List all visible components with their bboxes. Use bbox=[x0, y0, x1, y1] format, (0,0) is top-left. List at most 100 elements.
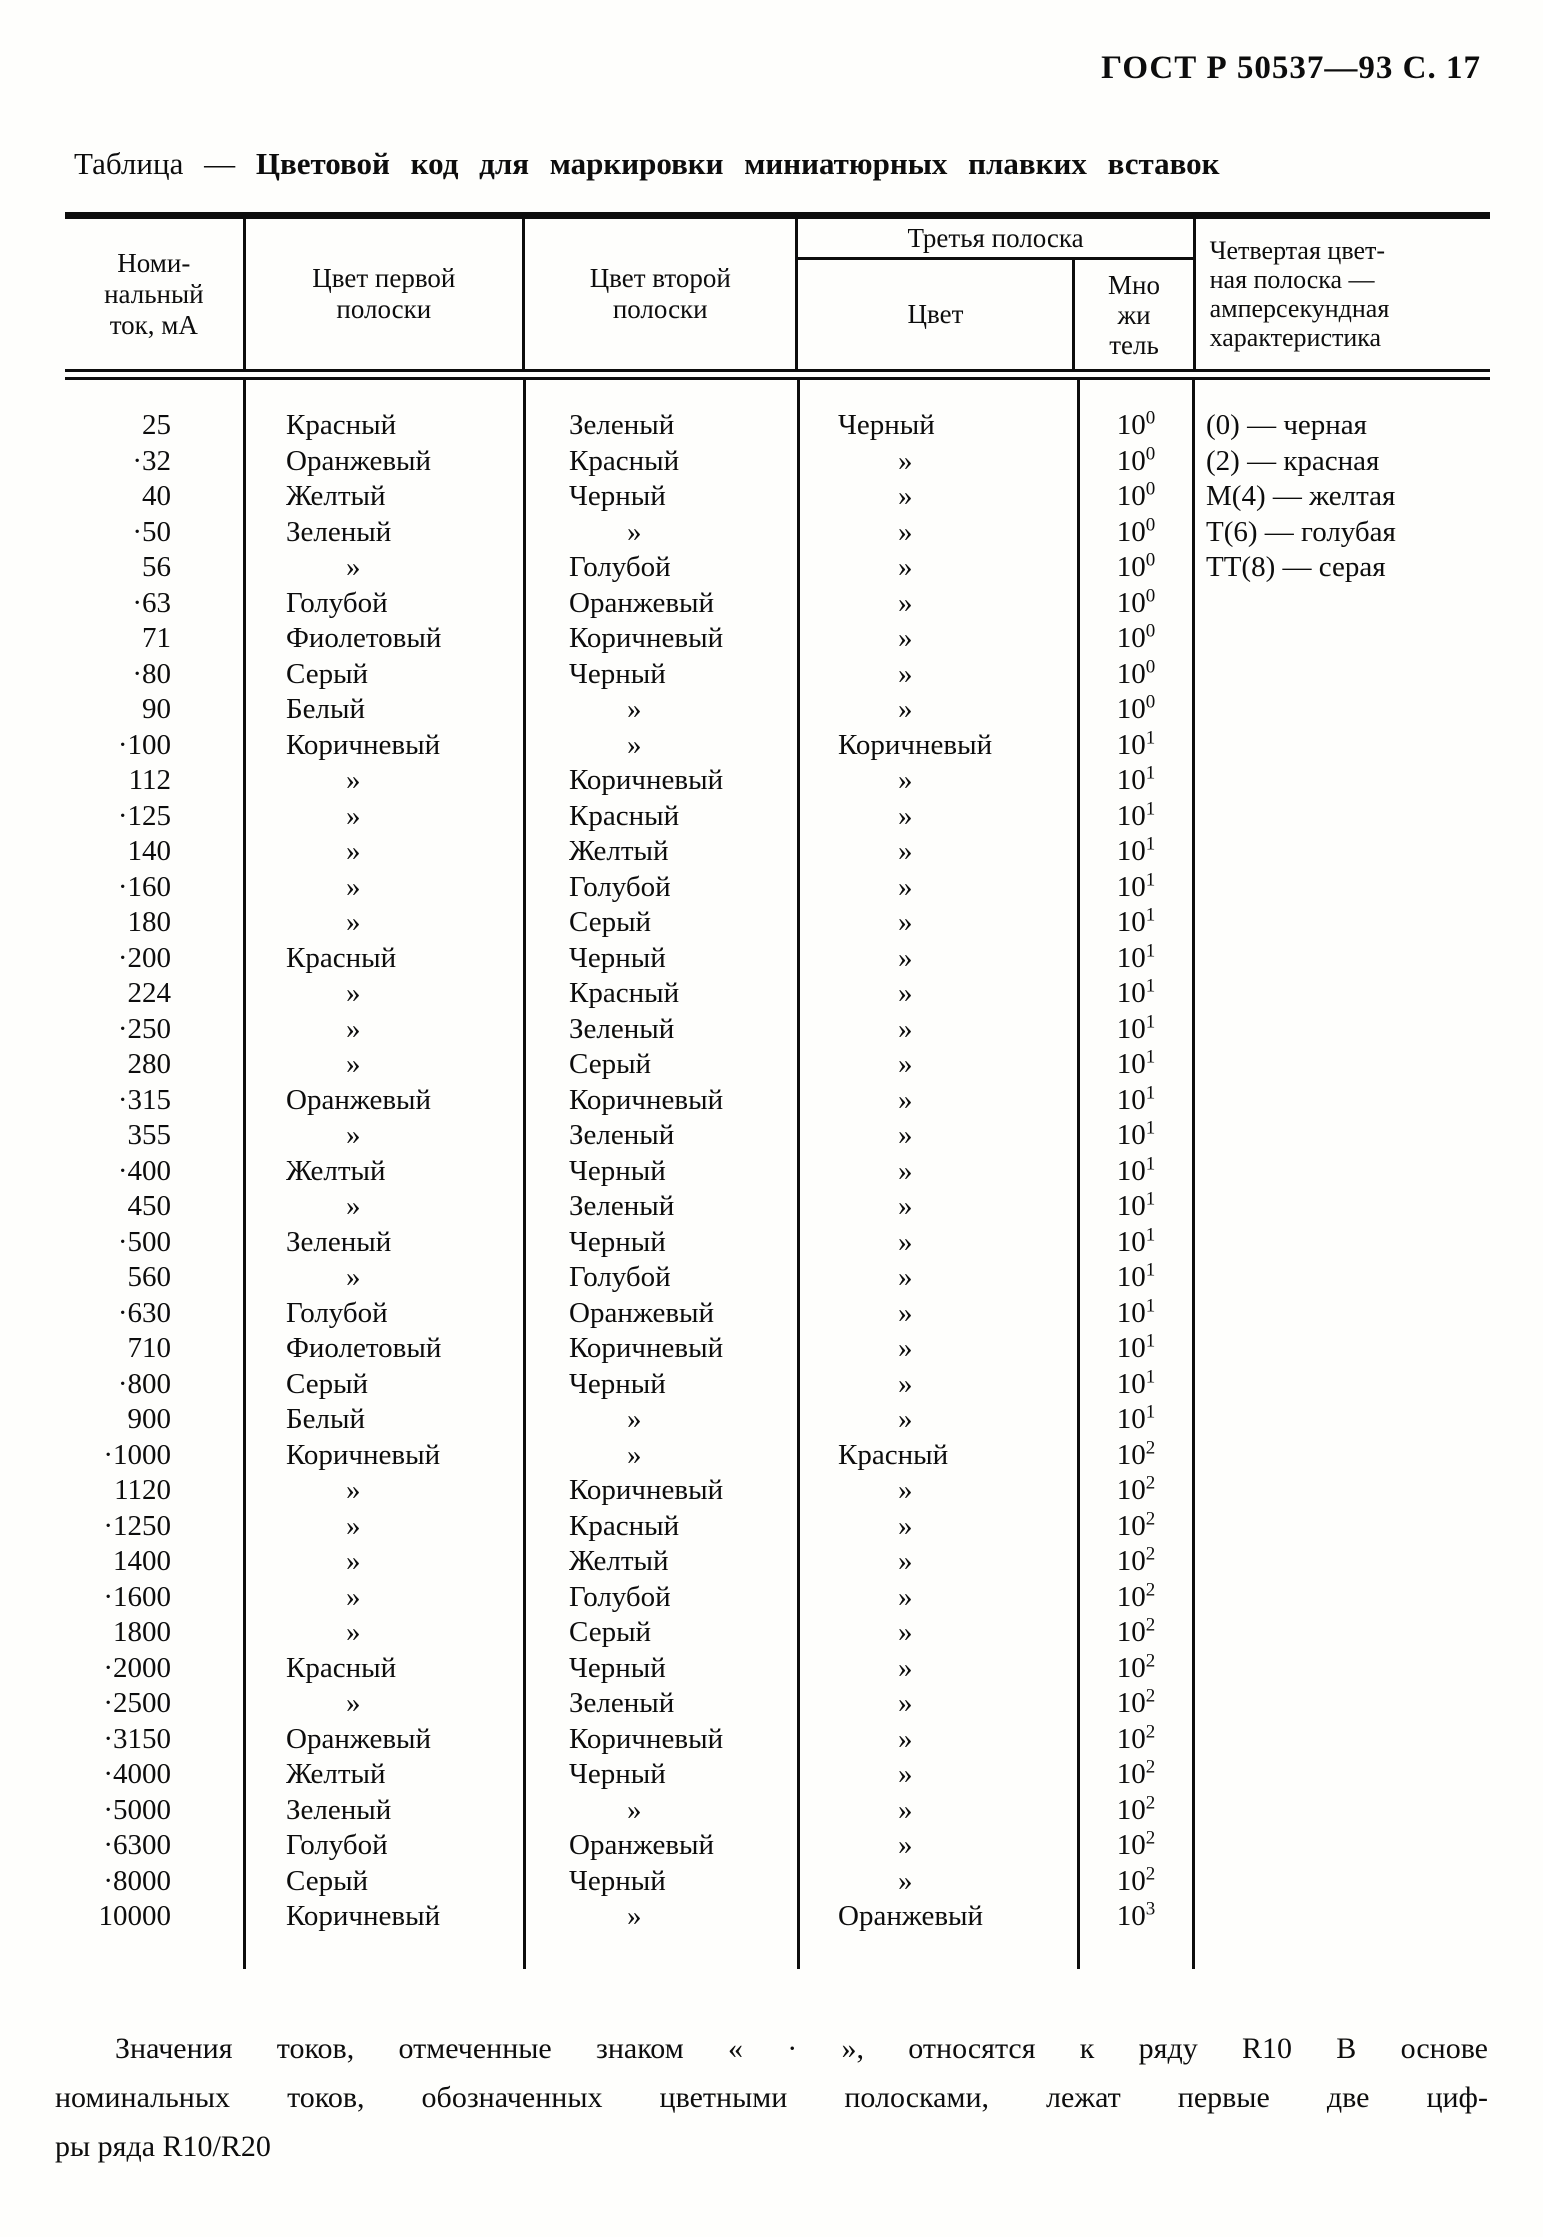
third-stripe-color-cell: » bbox=[800, 940, 1080, 976]
table-row: 1400» Желтый» 102 bbox=[65, 1544, 1490, 1580]
multiplier-exponent: 1 bbox=[1145, 833, 1156, 855]
spacer-cell bbox=[526, 1934, 800, 1969]
multiplier-cell: 101 bbox=[1080, 1295, 1195, 1331]
second-stripe-cell: Коричневый bbox=[526, 1721, 800, 1757]
current-cell: 280 bbox=[65, 1047, 246, 1083]
multiplier-cell: 102 bbox=[1080, 1721, 1195, 1757]
first-stripe-cell: Оранжевый bbox=[246, 443, 526, 479]
second-stripe-cell: » bbox=[526, 1402, 800, 1438]
spacer-cell bbox=[1080, 1934, 1195, 1969]
third-stripe-color-cell: » bbox=[800, 1757, 1080, 1793]
note-cell bbox=[1195, 1686, 1490, 1722]
table-row: ·6300 Голубой Оранжевый» 102 bbox=[65, 1828, 1490, 1864]
multiplier-cell: 102 bbox=[1080, 1791, 1195, 1828]
multiplier-cell: 100 bbox=[1080, 514, 1195, 550]
table-title-main: Цветовой код для маркировки миниатюрных … bbox=[255, 146, 1220, 181]
table-top-rule bbox=[65, 212, 1490, 219]
spacer-cell bbox=[246, 1934, 526, 1969]
table-row: ·3150 Оранжевый Коричневый» 102 bbox=[65, 1721, 1490, 1757]
multiplier-cell: 102 bbox=[1080, 1862, 1195, 1899]
third-stripe-color-cell: Черный bbox=[800, 408, 1080, 444]
second-stripe-cell: Черный bbox=[526, 1224, 800, 1260]
third-stripe-color-cell: » bbox=[800, 1473, 1080, 1509]
third-stripe-color-cell: » bbox=[800, 763, 1080, 799]
second-stripe-cell: Коричневый bbox=[526, 1473, 800, 1509]
current-cell: 71 bbox=[65, 621, 246, 657]
third-stripe-color-cell: » bbox=[800, 1686, 1080, 1722]
note-cell bbox=[1195, 976, 1490, 1012]
table-body: 25 Красный Зеленый Черный 100 (0) — черная ·32… bbox=[65, 380, 1490, 1969]
current-cell: ·500 bbox=[65, 1224, 246, 1260]
table-row: 900 Белый»» 101 bbox=[65, 1402, 1490, 1438]
third-stripe-color-cell: » bbox=[800, 1615, 1080, 1651]
current-cell: 90 bbox=[65, 692, 246, 728]
multiplier-exponent: 2 bbox=[1145, 1862, 1156, 1884]
multiplier-cell: 101 bbox=[1080, 940, 1195, 976]
note-cell: (0) — черная bbox=[1206, 409, 1368, 441]
table-row: 450» Зеленый» 101 bbox=[65, 1189, 1490, 1225]
multiplier-exponent: 1 bbox=[1145, 1046, 1156, 1068]
table-row: 56» Голубой» 100 ТТ(8) — серая bbox=[65, 550, 1490, 586]
table-row: ·500 Зеленый Черный» 101 bbox=[65, 1224, 1490, 1260]
current-cell: ·160 bbox=[65, 869, 246, 905]
multiplier-exponent: 1 bbox=[1145, 1401, 1156, 1423]
multiplier-exponent: 1 bbox=[1145, 1010, 1156, 1032]
current-cell: ·3150 bbox=[65, 1721, 246, 1757]
multiplier-cell: 101 bbox=[1080, 905, 1195, 941]
second-stripe-cell: Зеленый bbox=[526, 408, 800, 444]
table-header-row: Номи- нальный ток, мА Цвет первой полоск… bbox=[65, 219, 1490, 369]
first-stripe-cell: » bbox=[246, 1118, 526, 1154]
third-stripe-color-cell: » bbox=[800, 1366, 1080, 1402]
multiplier-exponent: 0 bbox=[1145, 584, 1156, 606]
third-stripe-color-cell: » bbox=[800, 1189, 1080, 1225]
second-stripe-cell: Черный bbox=[526, 1863, 800, 1899]
first-stripe-cell: » bbox=[246, 1011, 526, 1047]
current-cell: ·32 bbox=[65, 443, 246, 479]
spacer-cell bbox=[526, 380, 800, 408]
multiplier-cell: 101 bbox=[1080, 1224, 1195, 1260]
third-stripe-color-cell: Коричневый bbox=[800, 727, 1080, 763]
table-row: ·4000 Желтый Черный» 102 bbox=[65, 1757, 1490, 1793]
multiplier-exponent: 1 bbox=[1145, 762, 1156, 784]
first-stripe-cell: Белый bbox=[246, 692, 526, 728]
multiplier-exponent: 2 bbox=[1145, 1791, 1156, 1813]
table-row: ·32 Оранжевый Красный» 100 (2) — красная bbox=[65, 443, 1490, 479]
multiplier-cell: 102 bbox=[1080, 1437, 1195, 1473]
note-cell bbox=[1195, 1296, 1490, 1332]
multiplier-cell: 102 bbox=[1080, 1473, 1195, 1509]
header-first-stripe: Цвет первой полоски bbox=[246, 219, 526, 369]
note-cell bbox=[1195, 1473, 1490, 1509]
rule-line bbox=[65, 377, 1490, 380]
second-stripe-cell: Красный bbox=[526, 1508, 800, 1544]
table-row: 140» Желтый» 101 bbox=[65, 834, 1490, 870]
current-cell: ·400 bbox=[65, 1153, 246, 1189]
third-stripe-color-cell: » bbox=[800, 1402, 1080, 1438]
note-cell bbox=[1195, 1118, 1490, 1154]
multiplier-exponent: 0 bbox=[1145, 691, 1156, 713]
current-cell: ·315 bbox=[65, 1082, 246, 1118]
current-cell: ·4000 bbox=[65, 1757, 246, 1793]
first-stripe-cell: » bbox=[246, 1508, 526, 1544]
multiplier-cell: 102 bbox=[1080, 1615, 1195, 1651]
table-row: 90 Белый»» 100 bbox=[65, 692, 1490, 728]
note-cell bbox=[1195, 1402, 1490, 1438]
current-cell: ·200 bbox=[65, 940, 246, 976]
current-cell: 180 bbox=[65, 905, 246, 941]
table-row: ·1250» Красный» 102 bbox=[65, 1508, 1490, 1544]
multiplier-exponent: 2 bbox=[1145, 1685, 1156, 1707]
table-row: 71 Фиолетовый Коричневый» 100 bbox=[65, 621, 1490, 657]
note-cell bbox=[1195, 1580, 1490, 1616]
current-cell: 140 bbox=[65, 834, 246, 870]
note-cell bbox=[1195, 692, 1490, 728]
multiplier-cell: 101 bbox=[1080, 763, 1195, 799]
third-stripe-color-cell: » bbox=[800, 585, 1080, 621]
multiplier-cell: 102 bbox=[1080, 1686, 1195, 1722]
multiplier-cell: 101 bbox=[1080, 1189, 1195, 1225]
note-cell bbox=[1195, 834, 1490, 870]
table-spacer-row bbox=[65, 1934, 1490, 1969]
first-stripe-cell: Красный bbox=[246, 940, 526, 976]
multiplier-exponent: 0 bbox=[1145, 407, 1156, 429]
third-stripe-color-cell: » bbox=[800, 976, 1080, 1012]
first-stripe-cell: Зеленый bbox=[246, 1792, 526, 1828]
